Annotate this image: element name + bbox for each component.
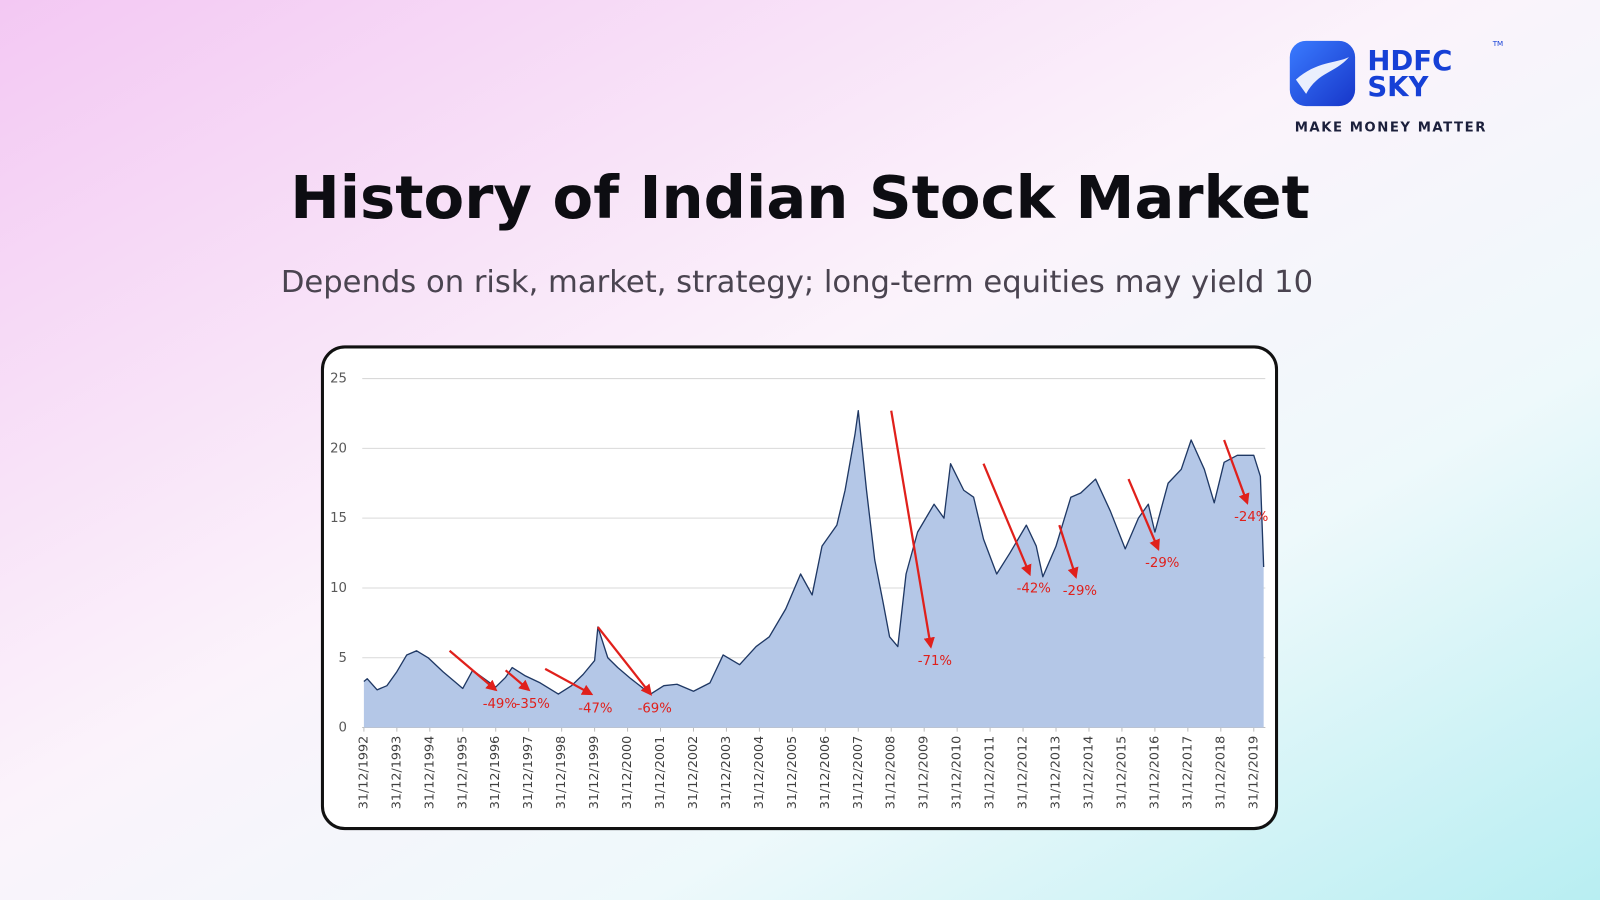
- x-tick-label: 31/12/2002: [686, 736, 701, 809]
- area-fill: [363, 410, 1264, 728]
- y-tick-label: 25: [330, 372, 347, 387]
- x-tick-label: 31/12/2010: [950, 736, 965, 810]
- drawdown-arrow: [1127, 478, 1160, 551]
- y-tick-label: 10: [330, 581, 347, 596]
- tagline: MAKE MONEY MATTER: [1295, 121, 1487, 136]
- trademark: TM: [1492, 39, 1504, 48]
- subtitle: Depends on risk, market, strategy; long-…: [281, 265, 1313, 300]
- x-tick-label: 31/12/1992: [356, 736, 371, 810]
- x-tick-label: 31/12/2000: [620, 736, 635, 810]
- x-tick-label: 31/12/2007: [851, 736, 866, 809]
- drawdown-label: -24%: [1234, 510, 1268, 525]
- logo-text: SKY: [1367, 71, 1429, 103]
- title: History of Indian Stock Market: [290, 163, 1310, 232]
- drawdown-label: -42%: [1017, 581, 1051, 596]
- x-tick-label: 31/12/2006: [818, 736, 833, 810]
- drawdown-label: -35%: [516, 697, 550, 712]
- x-tick-label: 31/12/1995: [455, 736, 470, 810]
- x-tick-label: 31/12/1997: [521, 736, 536, 810]
- drawdown-arrow: [504, 669, 531, 692]
- x-tick-label: 31/12/2014: [1081, 736, 1096, 810]
- x-tick-label: 31/12/1996: [488, 736, 503, 810]
- x-tick-label: 31/12/1999: [587, 736, 602, 810]
- x-tick-label: 31/12/2008: [884, 736, 899, 809]
- drawdown-arrow: [1223, 439, 1250, 505]
- x-tick-label: 31/12/1993: [389, 736, 404, 810]
- x-tick-label: 31/12/2017: [1180, 736, 1195, 810]
- drawdown-arrow: [890, 410, 935, 649]
- y-tick-label: 15: [330, 511, 347, 526]
- x-tick-label: 31/12/2018: [1213, 736, 1228, 810]
- x-tick-label: 31/12/2009: [917, 736, 932, 809]
- x-tick-label: 31/12/1998: [554, 736, 569, 810]
- logo-swoosh: [1295, 57, 1349, 94]
- drawdown-arrow: [1058, 524, 1079, 579]
- x-tick-label: 31/12/2003: [719, 736, 734, 809]
- drawdown-label: -47%: [578, 701, 612, 716]
- drawdown-label: -71%: [918, 654, 952, 669]
- drawdown-arrow: [982, 463, 1032, 577]
- x-tick-label: 31/12/2004: [752, 736, 767, 810]
- logo: HDFC SKY TM MAKE MONEY MATTER: [1289, 39, 1504, 136]
- x-tick-label: 31/12/2001: [653, 736, 668, 810]
- x-tick-label: 31/12/2015: [1114, 736, 1129, 810]
- y-tick-label: 5: [339, 651, 347, 666]
- y-tick-label: 20: [330, 441, 347, 456]
- drawdown-arrow: [544, 667, 594, 696]
- plot: 0 5 10 15 20 25 31/12/1992 31/12/1993 31/12/1994…: [330, 372, 1268, 810]
- y-tick-label: 0: [339, 721, 347, 736]
- x-tick-label: 31/12/2011: [983, 736, 998, 810]
- drawdown-label: -69%: [638, 701, 672, 716]
- drawdown-label: -29%: [1145, 556, 1179, 571]
- x-tick-label: 31/12/2016: [1147, 736, 1162, 810]
- x-tick-label: 31/12/2012: [1016, 736, 1031, 810]
- drawdown-arrow: [597, 626, 653, 696]
- x-tick-label: 31/12/2005: [785, 736, 800, 809]
- drawdown-label: -49%: [483, 697, 517, 712]
- x-tick-label: 31/12/2019: [1246, 736, 1261, 810]
- drawdown-arrow: [448, 649, 498, 692]
- x-tick-label: 31/12/1994: [422, 736, 437, 810]
- x-tick-label: 31/12/2013: [1049, 736, 1064, 810]
- drawdown-label: -29%: [1063, 584, 1097, 599]
- logo-text: HDFC: [1367, 45, 1452, 77]
